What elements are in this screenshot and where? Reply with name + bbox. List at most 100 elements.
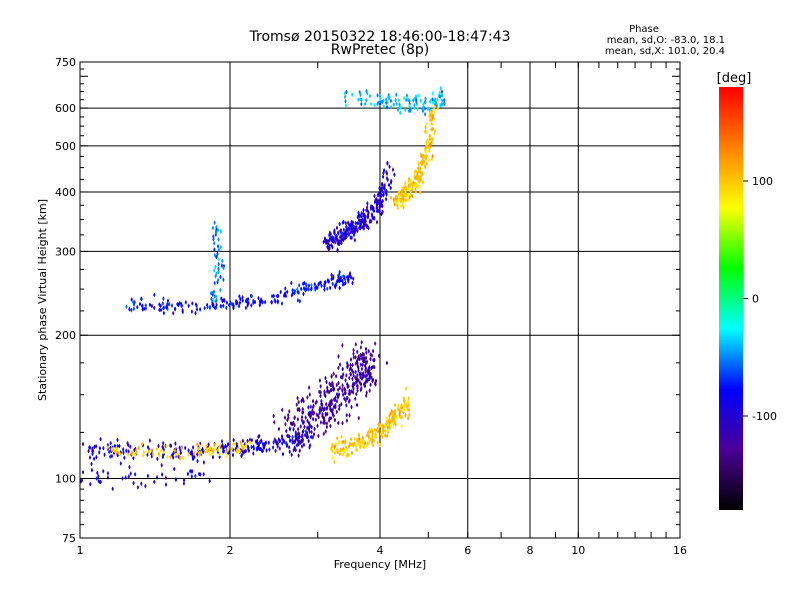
echo-point [255, 439, 257, 444]
echo-point [362, 224, 364, 229]
echo-point [263, 444, 264, 449]
echo-point [326, 286, 328, 291]
echo-point [160, 303, 162, 308]
echo-point [159, 453, 161, 458]
echo-point [409, 104, 411, 108]
echo-point [184, 445, 186, 450]
echo-point [420, 160, 422, 165]
echo-point [426, 161, 428, 166]
echo-point [242, 438, 244, 443]
echo-point [330, 383, 332, 388]
echo-point [408, 403, 410, 408]
echo-point [357, 361, 358, 366]
echo-point [349, 441, 351, 446]
echo-point [332, 384, 334, 389]
echo-point [341, 387, 343, 392]
echo-point [339, 404, 340, 408]
echo-point [311, 286, 312, 291]
echo-point [393, 197, 395, 202]
echo-point [328, 402, 330, 407]
echo-point [102, 469, 104, 474]
echo-point [284, 415, 286, 420]
echo-point [230, 300, 232, 305]
echo-point [212, 304, 214, 309]
echo-point [218, 270, 219, 274]
echo-point [347, 220, 349, 225]
echo-point [404, 107, 406, 112]
echo-point [349, 391, 351, 396]
echo-point [385, 190, 387, 195]
echo-point [367, 209, 369, 214]
echo-point [350, 227, 352, 232]
echo-point [339, 385, 341, 390]
echo-point [221, 263, 223, 268]
echo-point [405, 402, 406, 406]
echo-point [160, 308, 162, 312]
echo-point [292, 288, 293, 293]
grid-lines [80, 62, 680, 538]
echo-point [312, 399, 314, 404]
echo-point [339, 452, 341, 456]
echo-point [323, 287, 325, 292]
echo-point [132, 300, 134, 305]
echo-point [232, 302, 234, 307]
echo-point [395, 422, 397, 427]
echo-point [426, 145, 428, 150]
echo-point [301, 444, 303, 449]
echo-point [129, 465, 130, 470]
echo-point [351, 389, 353, 394]
echo-point [361, 352, 363, 357]
echo-point [361, 438, 363, 443]
echo-point [324, 282, 326, 287]
echo-point [366, 201, 368, 206]
echo-point [218, 266, 220, 271]
echo-point [339, 286, 341, 290]
echo-point [429, 133, 431, 138]
echo-point [217, 279, 218, 284]
echo-point [273, 440, 275, 445]
echo-point [346, 453, 348, 458]
echo-point [389, 164, 390, 169]
echo-point [296, 402, 298, 407]
echo-point [282, 452, 284, 457]
echo-point [415, 189, 417, 194]
echo-point [355, 355, 357, 360]
echo-point [302, 396, 304, 401]
echo-point [409, 187, 411, 192]
echo-point [385, 197, 387, 202]
echo-point [417, 107, 419, 112]
echo-point [228, 303, 230, 308]
echo-point [431, 157, 433, 162]
echo-point [414, 169, 416, 174]
echo-point [381, 434, 383, 439]
echo-point [327, 278, 329, 283]
echo-point [326, 424, 328, 429]
echo-point [390, 419, 392, 424]
echo-point [406, 93, 408, 98]
echo-point [143, 449, 145, 454]
echo-point [386, 192, 388, 197]
echo-point [430, 127, 432, 132]
y-tick-label: 600 [55, 102, 76, 115]
echo-point [364, 441, 366, 446]
echo-point [359, 214, 361, 219]
echo-point [176, 302, 178, 307]
echo-point [298, 407, 300, 412]
echo-point [296, 287, 298, 292]
echo-point [437, 106, 439, 111]
echo-point [413, 106, 415, 110]
echo-point [377, 199, 379, 204]
echo-point [341, 238, 343, 243]
echo-point [418, 184, 419, 189]
echo-point [415, 94, 417, 99]
echo-point [324, 418, 325, 423]
echo-point [429, 118, 431, 122]
echo-point [358, 437, 360, 442]
echo-point [385, 170, 387, 175]
echo-point [162, 301, 164, 306]
echo-point [95, 455, 97, 460]
echo-point [198, 444, 200, 449]
echo-point [273, 294, 275, 298]
echo-point [368, 349, 370, 354]
echo-point [408, 412, 410, 417]
